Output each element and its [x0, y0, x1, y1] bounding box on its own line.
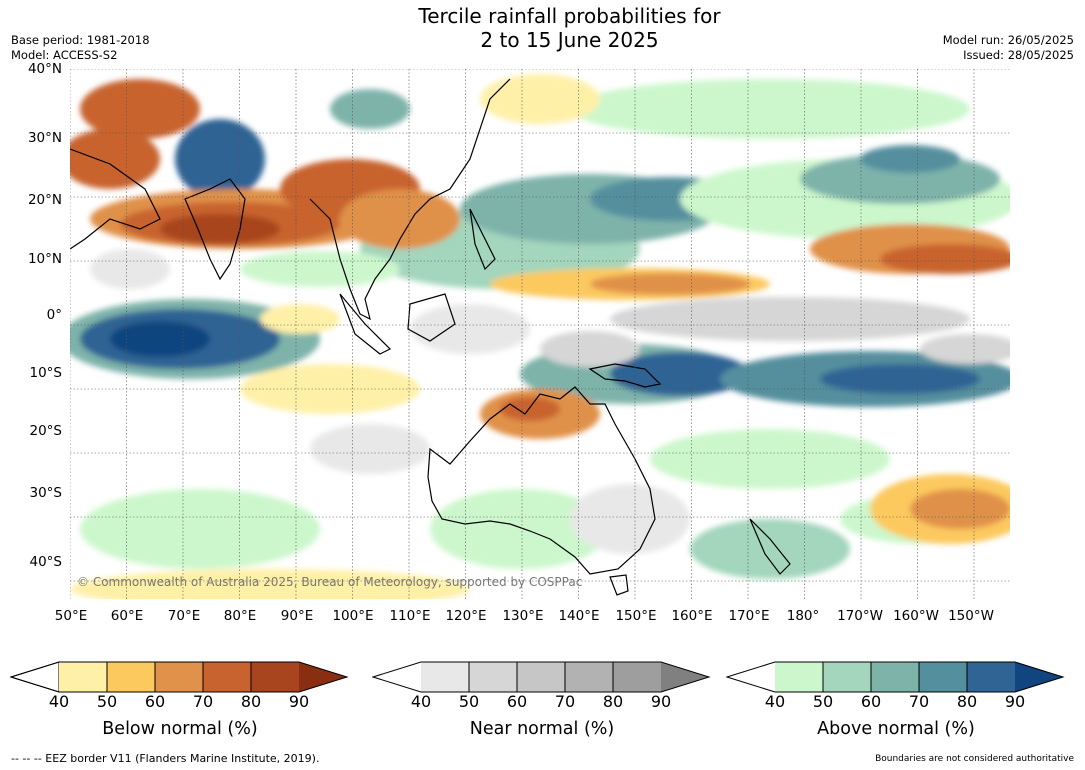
- colorbar-over-triangle: [1015, 662, 1063, 692]
- title-line-2: 2 to 15 June 2025: [480, 28, 659, 52]
- title-line-1: Tercile rainfall probabilities for: [418, 4, 721, 28]
- lat-label: 40°N: [27, 61, 62, 77]
- lon-label: 130°E: [502, 608, 544, 624]
- lon-label: 60°E: [110, 608, 144, 624]
- lon-label: 180°: [786, 608, 820, 624]
- colorbar-swatch: [59, 662, 107, 692]
- arabia-coastline: [70, 148, 161, 250]
- map-title: Tercile rainfall probabilities for 2 to …: [0, 4, 1085, 52]
- lon-label: 90°E: [280, 608, 314, 624]
- colorbar-tick-label: 40: [48, 692, 70, 711]
- below-normal-title: Below normal (%): [102, 719, 258, 739]
- lat-label: 30°N: [27, 130, 62, 146]
- lon-label: 120°E: [445, 608, 487, 624]
- lat-label: 10°S: [29, 365, 63, 381]
- india-coastline: [184, 178, 246, 281]
- colorbar-tick-label: 60: [506, 692, 528, 711]
- colorbar-swatch: [155, 662, 203, 692]
- lon-label: 70°E: [167, 608, 201, 624]
- below-normal-colorbar: [10, 661, 349, 693]
- colorbar-tick-label: 80: [602, 692, 624, 711]
- australia-coastline: [427, 386, 656, 575]
- model-name: Model: ACCESS-S2: [11, 48, 118, 62]
- colorbar-swatch: [421, 662, 469, 692]
- se-asia-coastline: [309, 78, 511, 321]
- lat-label: 40°S: [29, 554, 63, 570]
- lon-label: 150°W: [948, 608, 994, 624]
- colorbar-under-triangle: [727, 662, 775, 692]
- near-normal-colorbar: [372, 661, 711, 693]
- colorbar-swatch: [469, 662, 517, 692]
- borneo-coastline: [407, 293, 456, 342]
- colorbar-tick-label: 60: [144, 692, 166, 711]
- copyright-notice: © Commonwealth of Australia 2025, Bureau…: [77, 575, 582, 589]
- above-normal-colorbar: [726, 661, 1065, 693]
- lon-label: 150°E: [615, 608, 657, 624]
- philippines-coastline: [469, 208, 496, 271]
- colorbar-under-triangle: [373, 662, 421, 692]
- above-normal-title: Above normal (%): [817, 719, 975, 739]
- sumatra-coastline: [339, 293, 392, 355]
- lon-label: 140°E: [558, 608, 600, 624]
- model-run: Model run: 26/05/2025: [942, 33, 1074, 47]
- colorbar-swatch: [919, 662, 967, 692]
- colorbar-swatch: [871, 662, 919, 692]
- colorbar-over-triangle: [661, 662, 709, 692]
- colorbar-tick-label: 50: [812, 692, 834, 711]
- lon-label: 160°E: [671, 608, 713, 624]
- lat-label: 30°S: [29, 485, 63, 501]
- lon-label: 110°E: [389, 608, 431, 624]
- colorbar-tick-label: 60: [860, 692, 882, 711]
- colorbar-swatch: [775, 662, 823, 692]
- colorbar-tick-label: 40: [410, 692, 432, 711]
- coastlines: [70, 78, 791, 596]
- colorbar-tick-label: 80: [956, 692, 978, 711]
- lon-label: 170°W: [837, 608, 883, 624]
- base-period: Base period: 1981-2018: [11, 33, 150, 47]
- meta-right: Model run: 26/05/2025 Issued: 28/05/2025: [943, 33, 1074, 63]
- lon-label: 100°E: [332, 608, 374, 624]
- boundary-disclaimer: Boundaries are not considered authoritat…: [875, 754, 1074, 764]
- colorbar-tick-label: 90: [288, 692, 310, 711]
- new-guinea-coastline: [588, 363, 662, 388]
- colorbar-swatch: [251, 662, 299, 692]
- issued-date: Issued: 28/05/2025: [963, 48, 1074, 62]
- graticule: [70, 69, 1010, 599]
- tasmania-coastline: [609, 574, 629, 596]
- colorbar-over-triangle: [299, 662, 347, 692]
- colorbar-swatch: [613, 662, 661, 692]
- colorbar-tick-label: 80: [240, 692, 262, 711]
- lon-label: 170°E: [728, 608, 770, 624]
- lon-label: 50°E: [54, 608, 88, 624]
- colorbar-tick-label: 70: [554, 692, 576, 711]
- colorbar-tick-label: 50: [96, 692, 118, 711]
- colorbar-swatch: [107, 662, 155, 692]
- colorbar-tick-label: 40: [764, 692, 786, 711]
- colorbar-tick-label: 90: [650, 692, 672, 711]
- colorbar-tick-label: 90: [1004, 692, 1026, 711]
- lon-label: 80°E: [223, 608, 257, 624]
- colorbar-swatch: [565, 662, 613, 692]
- colorbar-tick-label: 70: [192, 692, 214, 711]
- lon-label: 160°W: [893, 608, 939, 624]
- lat-label: 20°S: [29, 423, 63, 439]
- lat-label: 10°N: [27, 251, 62, 267]
- colorbar-tick-label: 70: [908, 692, 930, 711]
- meta-left: Base period: 1981-2018 Model: ACCESS-S2: [11, 33, 150, 63]
- eez-border-note: -- -- -- EEZ border V11 (Flanders Marine…: [11, 752, 320, 765]
- colorbar-swatch: [823, 662, 871, 692]
- lat-label: 0°: [46, 307, 62, 323]
- colorbar-tick-label: 50: [458, 692, 480, 711]
- colorbar-swatch: [203, 662, 251, 692]
- probability-map: © Commonwealth of Australia 2025, Bureau…: [70, 69, 1010, 599]
- colorbar-swatch: [517, 662, 565, 692]
- colorbar-swatch: [967, 662, 1015, 692]
- lat-label: 20°N: [27, 192, 62, 208]
- new-zealand-coastline: [749, 518, 791, 575]
- near-normal-title: Near normal (%): [469, 719, 615, 739]
- colorbar-under-triangle: [10, 661, 60, 693]
- probability-fields: [70, 74, 1010, 599]
